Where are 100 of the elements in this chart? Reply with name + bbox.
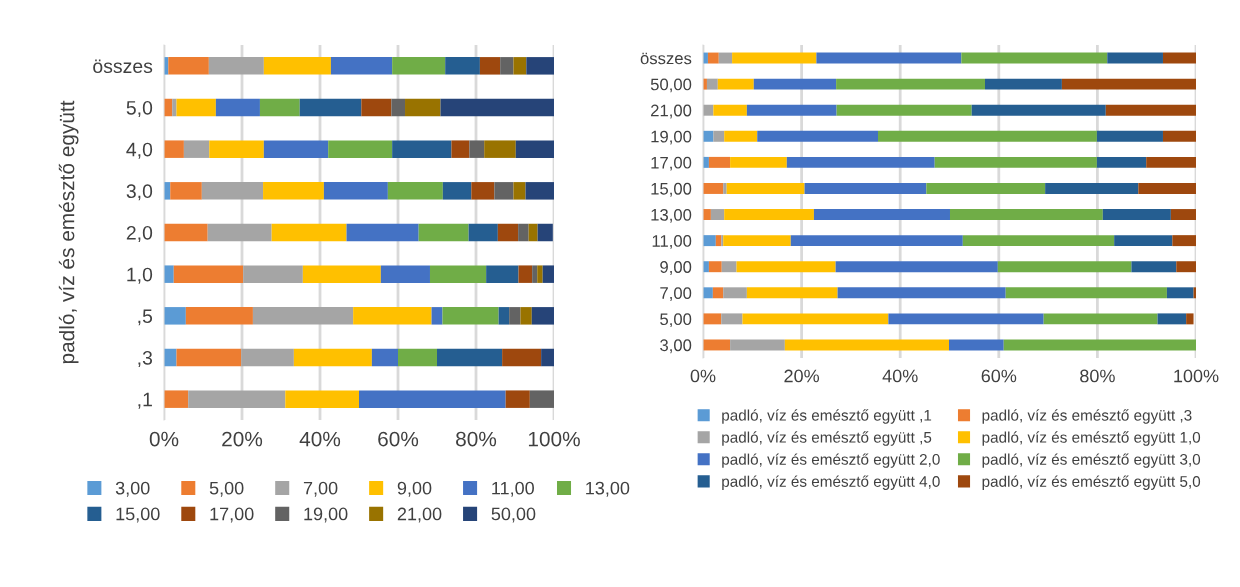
y-tick-label: 3,0 xyxy=(126,184,153,201)
y-tick-label: 5,00 xyxy=(660,313,692,328)
y-tick-label: 5,0 xyxy=(126,100,153,118)
bar xyxy=(215,98,260,117)
bar xyxy=(1102,209,1171,221)
bar xyxy=(429,265,487,283)
y-tick-label: 9,00 xyxy=(660,261,692,275)
bar xyxy=(1166,287,1194,299)
bar xyxy=(703,209,711,221)
bar xyxy=(531,307,554,325)
bar xyxy=(188,390,286,408)
bar xyxy=(168,57,209,75)
bar xyxy=(878,130,1097,142)
bar xyxy=(484,140,516,158)
y-tick-label: 13,00 xyxy=(651,208,692,223)
bar xyxy=(1186,313,1194,325)
bar xyxy=(353,307,432,325)
legend-label: 11,00 xyxy=(492,481,534,497)
x-tick-label: 100% xyxy=(528,431,580,447)
bar xyxy=(541,348,554,367)
bar xyxy=(736,261,836,273)
bar xyxy=(804,182,927,194)
x-tick-label: 20% xyxy=(784,369,820,383)
bar xyxy=(742,313,889,325)
y-tick-label: összes xyxy=(640,52,692,65)
bar xyxy=(708,156,731,168)
bar xyxy=(703,313,722,325)
bar xyxy=(505,390,530,408)
x-tick-label: 80% xyxy=(456,431,497,447)
bar xyxy=(252,307,354,325)
x-tick-label: 40% xyxy=(299,431,341,447)
bar xyxy=(209,140,264,158)
bar xyxy=(243,265,303,283)
bar xyxy=(513,182,526,200)
x-tick-label: 100% xyxy=(1174,369,1219,383)
bar xyxy=(469,140,485,158)
bar xyxy=(528,223,538,242)
bar xyxy=(723,182,727,194)
bar xyxy=(717,78,754,90)
bar xyxy=(726,182,805,194)
bar xyxy=(440,98,554,117)
bar xyxy=(494,182,514,200)
legend-label: 7,00 xyxy=(303,481,338,497)
bar xyxy=(387,182,443,200)
bar xyxy=(518,223,529,242)
legend-label: padló, víz és emésztő együtt ,5 xyxy=(722,431,932,446)
y-tick-label: ,5 xyxy=(138,309,153,326)
bar xyxy=(418,223,469,242)
bar xyxy=(1172,235,1196,247)
legend-label: 50,00 xyxy=(491,507,536,523)
bar xyxy=(1043,313,1158,325)
bar xyxy=(259,98,300,117)
bar xyxy=(542,265,554,283)
bar xyxy=(486,265,519,283)
bar xyxy=(479,57,501,75)
bar xyxy=(1176,261,1196,273)
y-axis-title: padló, víz és emésztő együtt xyxy=(58,100,79,364)
bar xyxy=(471,182,495,200)
bar xyxy=(962,235,1115,247)
bar xyxy=(515,140,554,158)
legend-label: padló, víz és emésztő együtt ,3 xyxy=(982,409,1192,424)
bar xyxy=(437,348,503,367)
bar xyxy=(201,182,264,200)
bar xyxy=(164,390,189,408)
legend-label: 19,00 xyxy=(304,507,348,523)
bar xyxy=(328,140,393,158)
legend-label: padló, víz és emésztő együtt 4,0 xyxy=(722,475,940,490)
bar xyxy=(361,98,392,117)
bar xyxy=(391,98,406,117)
bar xyxy=(442,182,472,200)
bar xyxy=(985,78,1062,90)
bar xyxy=(164,140,184,158)
bar xyxy=(271,223,347,242)
bar xyxy=(721,313,743,325)
bar xyxy=(1107,52,1163,64)
bar xyxy=(757,130,879,142)
bar xyxy=(392,57,446,75)
y-tick-label: ,1 xyxy=(138,392,152,409)
bar xyxy=(949,339,1004,351)
legend-label: padló, víz és emésztő együtt ,1 xyxy=(722,409,932,424)
bar xyxy=(323,182,388,200)
bar xyxy=(784,339,950,351)
x-tick-label: 80% xyxy=(1080,369,1115,383)
bar xyxy=(380,265,430,283)
bar xyxy=(207,223,272,242)
bar xyxy=(164,307,186,325)
bar xyxy=(836,104,972,116)
bar xyxy=(502,348,542,367)
bar xyxy=(299,98,362,117)
legend-label: padló, víz és emésztő együtt 2,0 xyxy=(722,453,940,468)
legend-label: padló, víz és emésztő együtt 3,0 xyxy=(982,453,1201,468)
bar xyxy=(732,52,817,64)
bar xyxy=(746,287,838,299)
bar xyxy=(164,223,208,242)
bar xyxy=(713,104,747,116)
legend-label: 5,00 xyxy=(209,481,244,497)
bar xyxy=(263,57,331,75)
bar xyxy=(1131,261,1177,273)
y-tick-label: 17,00 xyxy=(651,156,692,171)
bar xyxy=(1162,130,1196,142)
